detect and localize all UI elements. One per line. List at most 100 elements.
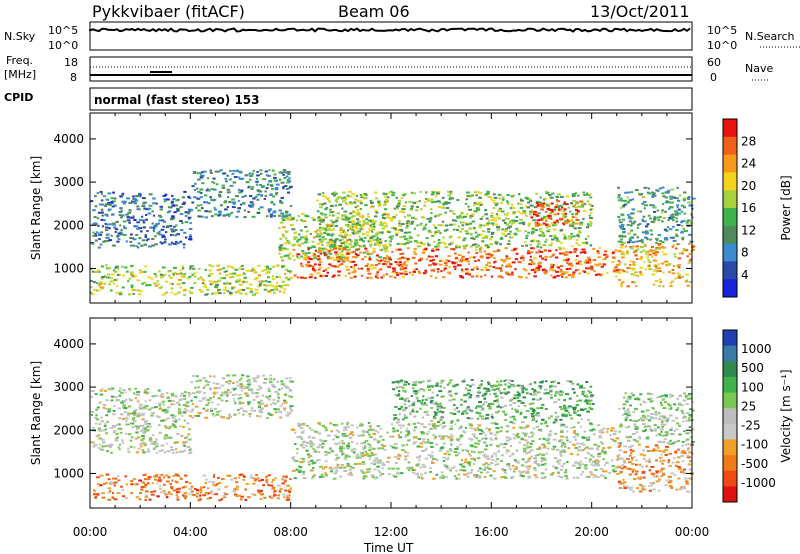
heatmap-cell xyxy=(251,172,255,175)
heatmap-cell xyxy=(360,196,363,198)
heatmap-cell xyxy=(97,447,101,450)
heatmap-cell xyxy=(546,191,550,194)
heatmap-cell xyxy=(572,274,576,277)
heatmap-cell xyxy=(459,434,463,437)
heatmap-cell xyxy=(631,217,634,219)
heatmap-cell xyxy=(230,211,234,214)
heatmap-cell xyxy=(453,475,457,478)
heatmap-cell xyxy=(659,278,662,281)
heatmap-cell xyxy=(225,381,228,383)
heatmap-cell xyxy=(485,253,488,256)
heatmap-cell xyxy=(159,273,163,276)
heatmap-cell xyxy=(603,470,608,473)
heatmap-cell xyxy=(522,210,526,213)
heatmap-cell xyxy=(427,255,431,258)
heatmap-cell xyxy=(550,222,553,225)
heatmap-cell xyxy=(573,204,577,207)
heatmap-cell xyxy=(489,474,493,477)
heatmap-cell xyxy=(158,230,161,233)
heatmap-cell xyxy=(487,463,491,466)
heatmap-cell xyxy=(213,198,217,201)
heatmap-cell xyxy=(546,452,549,455)
heatmap-cell xyxy=(618,263,621,266)
heatmap-cell xyxy=(522,427,526,430)
heatmap-cell xyxy=(171,479,174,482)
heatmap-cell xyxy=(249,288,253,291)
heatmap-cell xyxy=(620,206,623,209)
heatmap-cell xyxy=(545,238,548,241)
heatmap-cell xyxy=(479,246,483,249)
heatmap-cell xyxy=(520,199,524,202)
heatmap-cell xyxy=(111,213,115,216)
heatmap-cell xyxy=(193,172,197,174)
heatmap-cell xyxy=(98,401,102,404)
heatmap-cell xyxy=(441,435,446,438)
heatmap-cell xyxy=(555,203,558,206)
heatmap-cell xyxy=(471,213,475,216)
heatmap-cell xyxy=(176,475,181,477)
heatmap-cell xyxy=(676,186,679,189)
heatmap-cell xyxy=(661,220,664,223)
heatmap-cell xyxy=(600,474,603,477)
heatmap-cell xyxy=(176,283,181,285)
heatmap-cell xyxy=(381,227,386,230)
heatmap-cell xyxy=(406,247,410,250)
heatmap-cell xyxy=(370,264,374,267)
heatmap-cell xyxy=(528,222,532,225)
heatmap-cell xyxy=(448,198,452,201)
heatmap-cell xyxy=(163,492,166,495)
heatmap-cell xyxy=(621,281,625,284)
heatmap-cell xyxy=(652,283,656,286)
heatmap-cell xyxy=(204,201,209,204)
heatmap-cell xyxy=(536,205,540,208)
heatmap-cell xyxy=(336,463,340,466)
heatmap-cell xyxy=(223,492,226,494)
heatmap-cell xyxy=(319,438,323,441)
heatmap-cell xyxy=(632,274,637,277)
heatmap-cell xyxy=(186,422,190,425)
heatmap-cell xyxy=(179,272,183,275)
heatmap-cell xyxy=(321,467,325,470)
heatmap-cell xyxy=(129,422,132,425)
heatmap-cell xyxy=(153,490,157,493)
heatmap-cell xyxy=(112,409,116,412)
heatmap-cell xyxy=(330,243,333,246)
heatmap-cell xyxy=(533,268,537,271)
heatmap-cell xyxy=(562,462,566,465)
heatmap-cell xyxy=(135,233,139,236)
heatmap-cell xyxy=(586,192,589,195)
heatmap-cell xyxy=(450,438,454,441)
heatmap-cell xyxy=(248,178,252,181)
heatmap-cell xyxy=(321,228,324,231)
heatmap-cell xyxy=(469,233,473,236)
heatmap-cell xyxy=(331,256,335,259)
heatmap-cell xyxy=(503,213,507,216)
heatmap-cell xyxy=(514,268,517,271)
heatmap-cell xyxy=(617,196,621,199)
heatmap-cell xyxy=(473,459,477,462)
heatmap-cell xyxy=(623,235,627,238)
heatmap-cell xyxy=(282,475,287,478)
heatmap-cell xyxy=(369,253,372,256)
heatmap-cell xyxy=(606,271,609,274)
heatmap-cell xyxy=(160,449,164,452)
heatmap-cell xyxy=(158,219,162,222)
heatmap-cell xyxy=(464,426,467,429)
heatmap-cell xyxy=(234,402,237,405)
heatmap-cell xyxy=(108,239,113,242)
heatmap-cell xyxy=(392,474,395,477)
heatmap-cell xyxy=(346,224,350,226)
heatmap-cell xyxy=(137,242,141,245)
heatmap-cell xyxy=(324,451,327,453)
heatmap-cell xyxy=(280,212,284,215)
heatmap-cell xyxy=(333,241,337,244)
heatmap-cell xyxy=(215,382,220,385)
heatmap-cell xyxy=(281,213,285,216)
heatmap-cell xyxy=(554,256,559,259)
heatmap-cell xyxy=(391,194,395,197)
heatmap-cell xyxy=(196,187,199,190)
heatmap-cell xyxy=(150,442,154,445)
heatmap-cell xyxy=(530,431,534,434)
heatmap-cell xyxy=(92,441,96,444)
heatmap-cell xyxy=(152,442,155,444)
